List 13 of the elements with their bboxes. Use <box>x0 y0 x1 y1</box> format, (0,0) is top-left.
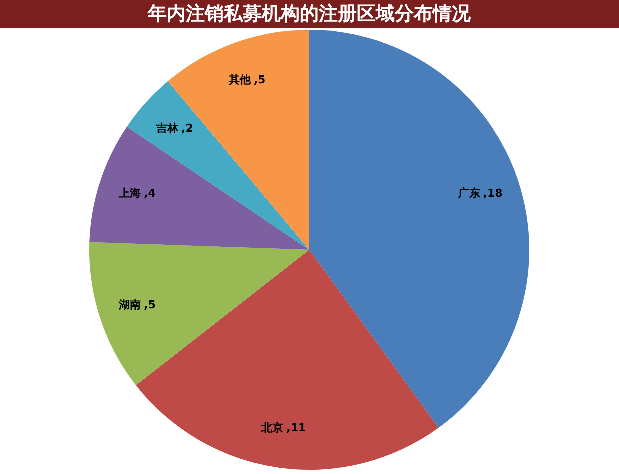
slice-label: 其他 <box>228 73 252 86</box>
data-label: ,2 <box>182 122 194 136</box>
slice-label: 广东 <box>457 187 480 200</box>
data-label: ,4 <box>144 187 156 200</box>
data-label: ,11 <box>286 422 306 435</box>
slice-label: 上海 <box>118 187 142 200</box>
data-label: ,5 <box>144 298 156 312</box>
slice-label: 北京 <box>260 422 284 435</box>
slice-label: 湖南 <box>118 298 142 312</box>
slice-label: 吉林 <box>156 122 180 136</box>
data-label: ,18 <box>483 187 503 200</box>
chart-title: 年内注销私募机构的注册区域分布情况 <box>0 0 619 28</box>
data-label: ,5 <box>254 73 266 86</box>
